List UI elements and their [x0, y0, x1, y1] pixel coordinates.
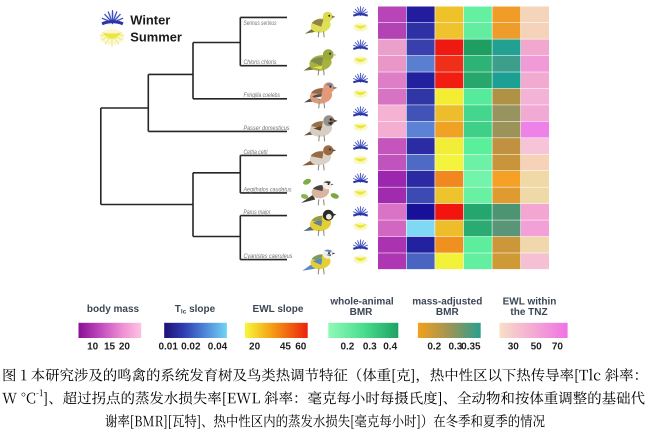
svg-text:Passer domesticus: Passer domesticus [244, 125, 290, 132]
svg-text:EWL within: EWL within [503, 297, 557, 308]
svg-text:whole-animal: whole-animal [329, 297, 394, 308]
svg-text:60: 60 [295, 341, 307, 352]
svg-text:Chloris chloris: Chloris chloris [244, 59, 277, 66]
svg-text:Winter: Winter [130, 12, 170, 27]
svg-text:10: 10 [87, 341, 99, 352]
svg-text:0.01: 0.01 [158, 341, 178, 352]
svg-text:0.35: 0.35 [461, 341, 481, 352]
svg-text:Fringilla coelebs: Fringilla coelebs [244, 92, 281, 99]
svg-text:30: 30 [508, 341, 520, 352]
svg-text:mass-adjusted: mass-adjusted [412, 297, 482, 308]
svg-text:Cettia cetti: Cettia cetti [244, 149, 269, 156]
svg-text:15: 15 [104, 341, 116, 352]
svg-text:EWL slope: EWL slope [253, 304, 304, 315]
svg-text:0.02: 0.02 [181, 341, 201, 352]
svg-text:20: 20 [249, 341, 261, 352]
svg-text:body mass: body mass [87, 304, 140, 315]
svg-text:20: 20 [119, 341, 131, 352]
svg-text:45: 45 [280, 341, 292, 352]
svg-text:0.3: 0.3 [448, 341, 462, 352]
svg-text:Tlc slope: Tlc slope [175, 304, 216, 316]
svg-text:0.2: 0.2 [340, 341, 354, 352]
svg-text:the TNZ: the TNZ [510, 307, 547, 318]
svg-text:Aegithalos caudatus: Aegithalos caudatus [243, 186, 292, 193]
svg-text:BMR: BMR [436, 307, 460, 318]
svg-text:Serinus serinus: Serinus serinus [244, 20, 277, 27]
svg-text:0.4: 0.4 [383, 341, 397, 352]
svg-text:70: 70 [552, 341, 564, 352]
svg-text:0.3: 0.3 [363, 341, 377, 352]
svg-text:0.04: 0.04 [208, 341, 228, 352]
svg-text:0.2: 0.2 [427, 341, 441, 352]
svg-text:Parus major: Parus major [244, 209, 272, 216]
svg-text:BMR: BMR [350, 307, 374, 318]
svg-text:Summer: Summer [130, 29, 182, 44]
svg-text:Cyanistes caeruleus: Cyanistes caeruleus [244, 253, 293, 260]
svg-text:50: 50 [531, 341, 543, 352]
